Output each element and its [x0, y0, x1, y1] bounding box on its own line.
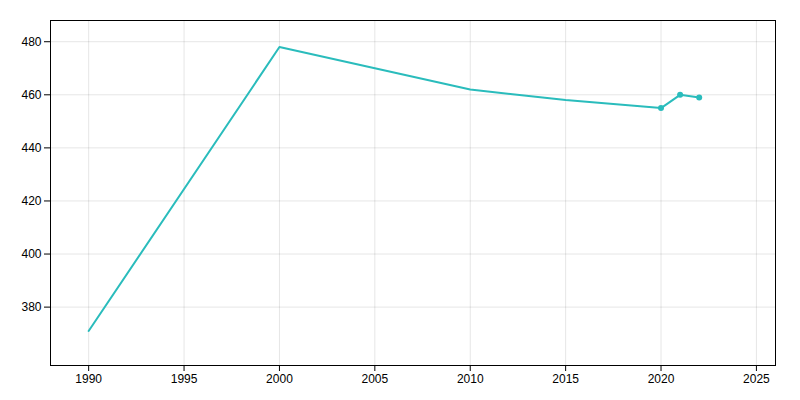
svg-text:2025: 2025 [743, 372, 770, 386]
svg-text:400: 400 [21, 247, 41, 261]
svg-text:2020: 2020 [648, 372, 675, 386]
svg-text:480: 480 [21, 35, 41, 49]
svg-text:2005: 2005 [361, 372, 388, 386]
svg-text:380: 380 [21, 300, 41, 314]
svg-text:420: 420 [21, 194, 41, 208]
svg-text:1995: 1995 [171, 372, 198, 386]
svg-text:440: 440 [21, 141, 41, 155]
svg-text:2000: 2000 [266, 372, 293, 386]
svg-text:460: 460 [21, 88, 41, 102]
svg-text:1990: 1990 [75, 372, 102, 386]
svg-text:2015: 2015 [552, 372, 579, 386]
svg-text:2010: 2010 [457, 372, 484, 386]
